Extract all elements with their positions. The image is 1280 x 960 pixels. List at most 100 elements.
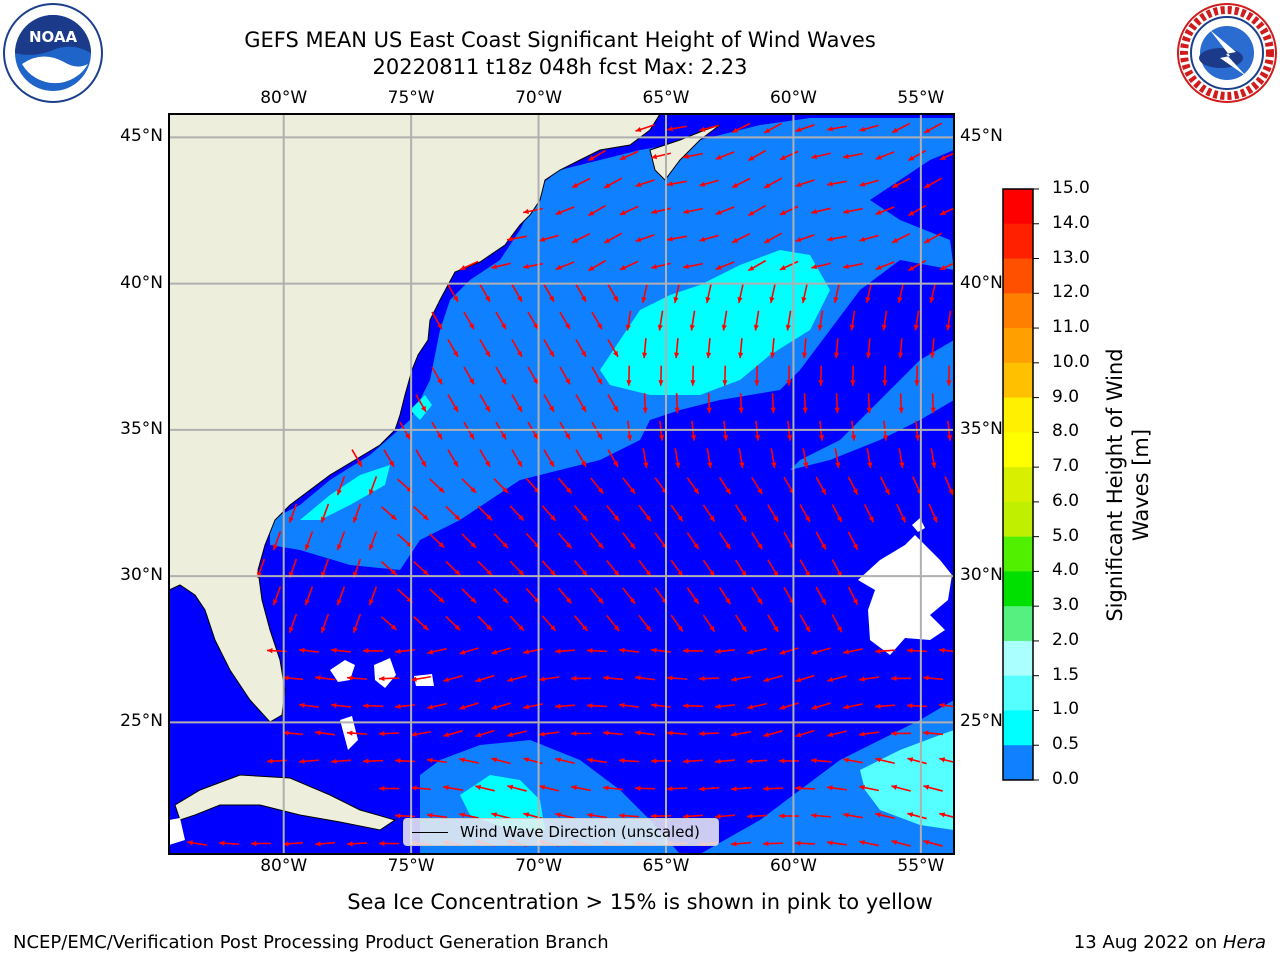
wave-direction-arrow: [859, 784, 879, 792]
wave-direction-arrow: [786, 365, 792, 386]
wave-direction-arrow: [799, 504, 811, 523]
wave-direction-arrow: [831, 614, 843, 633]
lon-tick-label-top: 65°W: [642, 88, 690, 108]
wave-direction-arrow: [801, 338, 808, 359]
wave-direction-arrow: [815, 586, 827, 605]
wave-direction-arrow: [674, 448, 681, 469]
wave-direction-arrow: [673, 283, 680, 304]
wave-direction-arrow: [362, 758, 384, 764]
wave-direction-arrow: [591, 366, 603, 385]
colorbar-segment: [1003, 640, 1033, 677]
wave-direction-arrow: [493, 588, 509, 604]
wave-direction-arrow: [810, 757, 832, 764]
wave-direction-arrow: [801, 283, 808, 304]
wave-direction-arrow: [555, 261, 575, 271]
wave-direction-arrow: [834, 448, 841, 469]
wave-direction-arrow: [622, 587, 636, 605]
wave-direction-arrow: [702, 614, 716, 633]
wave-direction-arrow: [541, 615, 557, 632]
wave-direction-arrow: [702, 504, 716, 523]
wave-direction-arrow: [702, 559, 716, 578]
wave-direction-arrow: [779, 260, 799, 271]
wave-direction-arrow: [607, 394, 619, 413]
wave-direction-arrow: [445, 615, 461, 631]
wave-direction-arrow: [683, 152, 703, 159]
wave-direction-arrow: [429, 588, 445, 604]
wave-height-regions: [270, 118, 954, 854]
wave-direction-arrow: [186, 840, 208, 846]
wave-direction-arrow: [891, 839, 911, 847]
lat-tick-label-left: 40°N: [120, 272, 163, 293]
wave-direction-arrow: [586, 757, 608, 764]
wave-direction-arrow: [715, 261, 735, 271]
wave-direction-arrow: [539, 234, 559, 242]
wave-direction-arrow: [495, 366, 507, 385]
wave-direction-arrow: [541, 560, 557, 577]
colorbar-segment: [1003, 745, 1033, 781]
wave-direction-arrow: [362, 703, 384, 709]
wave-direction-arrow: [858, 676, 880, 682]
wave-direction-arrow: [539, 784, 559, 792]
wave-direction-arrow: [426, 812, 448, 819]
wave-direction-arrow: [650, 647, 672, 653]
nws-logo-icon: [1177, 3, 1277, 103]
wave-direction-arrow: [738, 393, 744, 414]
wave-direction-arrow: [875, 206, 895, 215]
wave-direction-arrow: [571, 177, 591, 189]
wave-direction-arrow: [543, 394, 555, 413]
wave-direction-arrow: [714, 758, 736, 764]
wave-direction-arrow: [447, 339, 459, 358]
wave-direction-arrow: [447, 394, 459, 413]
wave-direction-arrow: [875, 151, 895, 160]
colorbar-tick-label: 7.0: [1052, 456, 1080, 477]
wave-direction-arrow: [415, 449, 427, 468]
wave-direction-arrow: [939, 757, 954, 764]
colorbar-tick-label: 5.0: [1052, 525, 1080, 546]
wave-direction-arrow: [859, 124, 879, 132]
wave-direction-arrow: [794, 840, 816, 846]
wave-direction-arrow: [336, 476, 346, 496]
wave-direction-arrow: [586, 703, 608, 709]
wave-direction-arrow: [587, 204, 607, 217]
wave-direction-arrow: [378, 785, 400, 792]
wave-direction-arrow: [461, 478, 477, 494]
wave-direction-arrow: [875, 812, 895, 820]
wave-direction-arrow: [802, 393, 808, 414]
wave-direction-arrow: [890, 675, 912, 682]
wave-direction-arrow: [778, 813, 800, 819]
wave-direction-arrow: [330, 758, 352, 764]
wave-direction-arrow: [642, 448, 649, 469]
wave-direction-arrow: [875, 757, 895, 765]
wave-direction-arrow: [730, 786, 752, 792]
legend-line-icon: [412, 831, 448, 833]
colorbar-segment: [1003, 571, 1033, 607]
wave-direction-arrow: [218, 840, 240, 846]
svg-text:NOAA: NOAA: [29, 28, 78, 46]
wave-direction-arrow: [834, 393, 840, 414]
wave-direction-arrow: [747, 149, 767, 162]
graticule: [169, 114, 954, 854]
wave-direction-arrow: [763, 675, 783, 683]
colorbar-tick-label: 14.0: [1052, 212, 1090, 233]
wave-direction-arrow: [795, 179, 815, 187]
legend-label: Wind Wave Direction (unscaled): [460, 823, 700, 841]
wave-direction-arrow: [650, 813, 672, 819]
wave-direction-arrow: [380, 506, 398, 521]
wave-direction-arrow: [330, 647, 352, 653]
colorbar-segment: [1003, 501, 1033, 538]
wave-direction-arrow: [320, 503, 330, 523]
lat-tick-label-right: 35°N: [960, 418, 1003, 439]
wave-direction-arrow: [427, 647, 447, 655]
colorbar-segment: [1003, 710, 1033, 746]
colorbar-segment: [1003, 467, 1033, 503]
wave-direction-arrow: [930, 448, 937, 469]
wave-direction-arrow: [795, 729, 815, 738]
wave-direction-arrow: [378, 675, 400, 682]
colorbar-segment: [1003, 536, 1033, 572]
wave-direction-arrow: [575, 284, 587, 303]
wave-direction-arrow: [731, 177, 751, 189]
wave-direction-arrow: [705, 283, 712, 304]
wave-direction-arrow: [491, 647, 511, 655]
wave-direction-arrow: [811, 702, 831, 710]
wave-direction-arrow: [849, 310, 856, 331]
